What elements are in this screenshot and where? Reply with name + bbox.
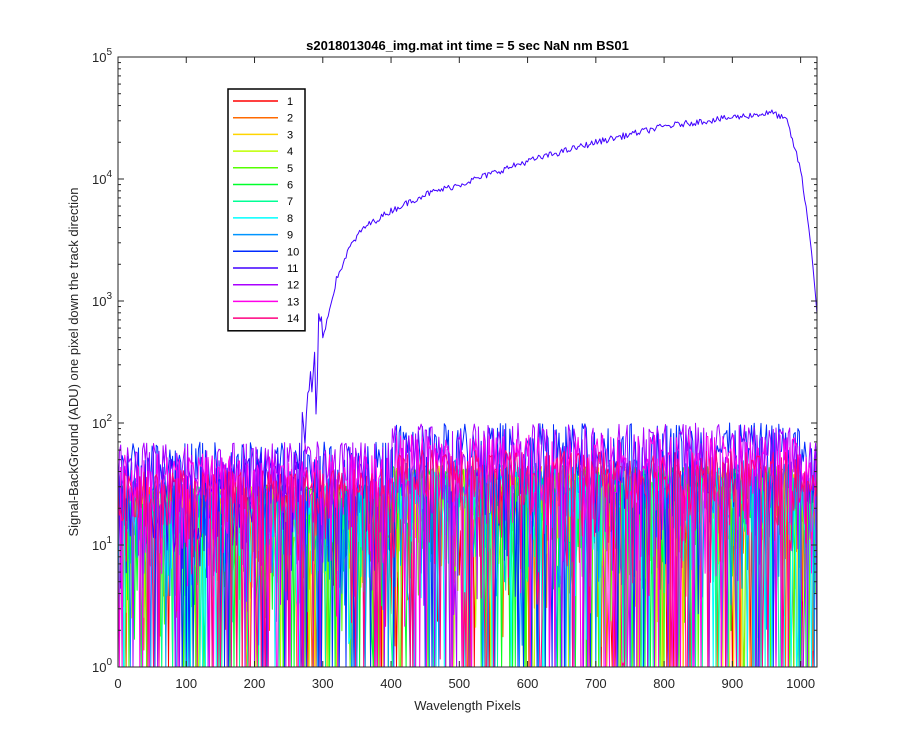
x-tick-label: 300 <box>312 676 334 691</box>
x-axis-label: Wavelength Pixels <box>414 698 521 713</box>
axes-box <box>117 56 818 668</box>
y-tick-label: 104 <box>92 169 112 187</box>
legend-box <box>227 88 306 332</box>
x-tick-label: 200 <box>244 676 266 691</box>
legend-label-14: 14 <box>287 313 299 325</box>
x-tick-label: 700 <box>585 676 607 691</box>
y-tick-label: 102 <box>92 413 112 431</box>
y-tick-label: 103 <box>92 291 112 309</box>
x-tick-label: 1000 <box>786 676 815 691</box>
chart-title: s2018013046_img.mat int time = 5 sec NaN… <box>306 38 629 53</box>
series-layer <box>117 109 818 668</box>
x-tick-label: 500 <box>448 676 470 691</box>
x-tick-label: 100 <box>175 676 197 691</box>
legend-label-1: 1 <box>287 96 293 108</box>
legend-label-11: 11 <box>287 263 298 275</box>
x-tick-label: 400 <box>380 676 402 691</box>
y-tick-label: 100 <box>92 657 112 675</box>
legend-label-13: 13 <box>287 296 299 308</box>
legend-label-7: 7 <box>287 196 293 208</box>
x-tick-label: 800 <box>653 676 675 691</box>
series-line-11 <box>117 109 818 589</box>
y-tick-label: 101 <box>92 535 112 553</box>
legend-label-6: 6 <box>287 180 293 192</box>
y-tick-label: 105 <box>92 47 112 65</box>
legend-label-2: 2 <box>287 113 293 125</box>
x-tick-label: 0 <box>114 676 121 691</box>
series-line-14 <box>117 449 818 668</box>
legend-label-9: 9 <box>287 230 293 242</box>
legend-label-3: 3 <box>287 129 293 141</box>
legend-label-10: 10 <box>287 246 299 258</box>
legend-label-4: 4 <box>287 146 293 158</box>
x-tick-label: 600 <box>517 676 539 691</box>
y-axis-label: Signal-BackGround (ADU) one pixel down t… <box>66 187 81 536</box>
legend-label-8: 8 <box>287 213 293 225</box>
x-axis: 0 100 200 300 400 500 600 700 800 900 1000 <box>114 57 815 691</box>
legend-label-12: 12 <box>287 280 299 292</box>
x-tick-label: 900 <box>722 676 744 691</box>
legend-label-5: 5 <box>287 163 293 175</box>
